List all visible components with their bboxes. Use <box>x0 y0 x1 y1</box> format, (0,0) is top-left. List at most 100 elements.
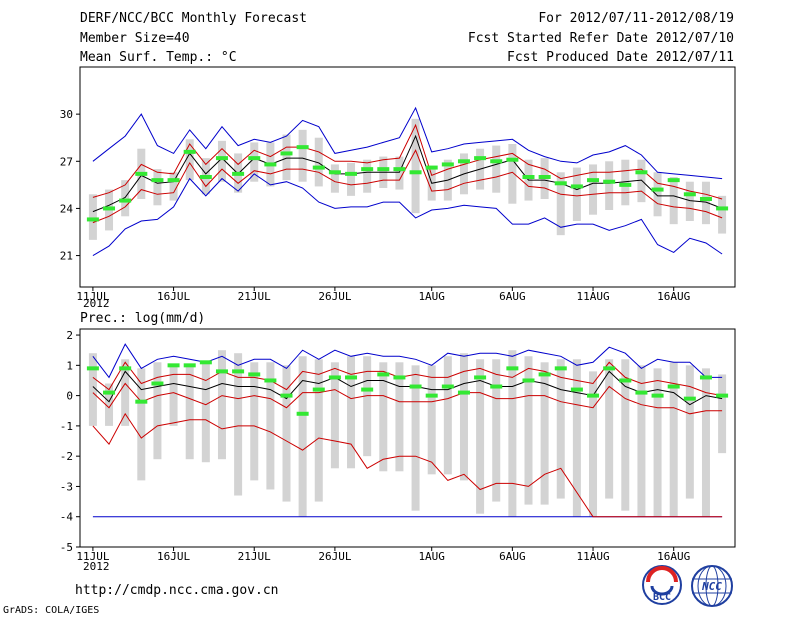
temp-spread-box <box>669 177 678 225</box>
prec-median-marker <box>312 387 325 392</box>
prec-spread-box <box>250 362 259 481</box>
prec-spread-box <box>459 353 468 481</box>
temperature-year-label: 2012 <box>83 297 110 310</box>
temperature-panel-title: Mean Surf. Temp.: °C <box>80 50 237 65</box>
prec-median-marker <box>441 384 454 389</box>
prec-median-marker <box>699 375 712 380</box>
prec-spread-box <box>282 365 291 502</box>
prec-median-marker <box>474 375 487 380</box>
temp-mean-line <box>92 134 723 213</box>
temp-max-line <box>92 106 723 180</box>
prec-y-tick-label: -1 <box>60 420 73 433</box>
temp-median-marker <box>425 165 438 170</box>
prec-median-marker <box>393 375 406 380</box>
temp-y-tick-label: 21 <box>60 250 73 263</box>
prec-median-marker <box>554 366 567 371</box>
prec-spread-box <box>685 365 694 499</box>
temp-median-marker <box>361 167 374 172</box>
temp-x-tick-label: 6AUG <box>499 290 526 303</box>
prec-spread-box <box>395 362 404 472</box>
prec-median-marker <box>538 372 551 377</box>
precipitation-panel-title: Prec.: log(mm/d) <box>80 311 205 326</box>
prec-y-tick-label: -3 <box>60 480 73 493</box>
temp-median-marker <box>86 217 99 222</box>
temp-y-tick-label: 27 <box>60 155 73 168</box>
temp-median-marker <box>635 170 648 175</box>
prec-lower-std-line <box>92 382 723 415</box>
prec-spread-box <box>153 362 162 460</box>
prec-spread-box <box>443 356 452 475</box>
temp-median-marker <box>651 187 664 192</box>
prec-y-tick-label: -2 <box>60 450 73 463</box>
temp-spread-box <box>427 167 436 201</box>
forecast-produced-date: Fcst Produced Date 2012/07/11 <box>507 50 734 65</box>
temp-median-marker <box>119 198 132 203</box>
prec-spread-box <box>201 362 210 463</box>
prec-median-marker <box>296 411 309 416</box>
temp-x-tick-label: 11JUL <box>76 290 109 303</box>
prec-median-marker <box>361 387 374 392</box>
temperature-plot-frame <box>79 66 736 288</box>
prec-spread-box <box>379 362 388 472</box>
prec-spread-box <box>524 356 533 505</box>
temp-median-marker <box>215 156 228 161</box>
temp-median-marker <box>183 149 196 154</box>
prec-median-marker <box>425 393 438 398</box>
prec-spread-box <box>572 359 581 517</box>
prec-median-marker <box>167 363 180 368</box>
temp-median-marker <box>441 162 454 167</box>
temp-x-tick-label: 16JUL <box>157 290 190 303</box>
prec-spread-box <box>217 350 226 460</box>
temp-median-marker <box>377 167 390 172</box>
temp-spread-box <box>637 159 646 203</box>
prec-spread-box <box>556 359 565 499</box>
prec-median-marker <box>345 375 358 380</box>
temp-median-marker <box>603 179 616 184</box>
source-url[interactable]: http://cmdp.ncc.cma.gov.cn <box>75 583 279 598</box>
temp-median-marker <box>312 165 325 170</box>
temp-median-marker <box>296 145 309 150</box>
temp-spread-box <box>605 161 614 210</box>
prec-spread-box <box>718 374 727 454</box>
prec-y-tick-label: -4 <box>60 511 74 524</box>
temp-spread-box <box>347 162 356 196</box>
temp-median-marker <box>135 171 148 176</box>
temp-spread-box <box>621 159 630 206</box>
prec-spread-box <box>121 359 130 426</box>
temp-median-marker <box>199 175 212 179</box>
temp-spread-box <box>282 134 291 181</box>
temp-median-marker <box>328 170 341 175</box>
prec-spread-box <box>653 368 662 517</box>
temp-median-marker <box>506 157 519 162</box>
temp-spread-box <box>314 137 323 187</box>
prec-spread-box <box>508 350 517 517</box>
prec-median-marker <box>151 381 164 386</box>
temp-median-marker <box>151 178 164 183</box>
prec-spread-box <box>169 365 178 426</box>
prec-median-marker <box>86 366 99 371</box>
prec-median-marker <box>587 393 600 398</box>
temp-median-marker <box>280 151 293 156</box>
temp-spread-box <box>88 194 97 240</box>
prec-median-marker <box>506 366 519 371</box>
temp-median-marker <box>570 184 583 189</box>
prec-spread-box <box>476 359 485 514</box>
temp-median-marker <box>474 156 487 161</box>
prec-spread-box <box>185 365 194 460</box>
temp-median-marker <box>699 197 712 201</box>
temp-median-marker <box>587 178 600 183</box>
prec-spread-box <box>411 365 420 511</box>
prec-median-marker <box>683 396 696 401</box>
prec-median-marker <box>651 393 664 398</box>
temp-median-marker <box>345 171 358 176</box>
temp-spread-box <box>153 169 162 206</box>
temp-spread-box <box>330 164 339 193</box>
temp-spread-box <box>556 172 565 236</box>
temp-spread-box <box>363 159 372 193</box>
prec-median-marker <box>280 393 293 398</box>
grads-credit: GrADS: COLA/IGES <box>3 605 99 616</box>
temp-spread-box <box>685 181 694 221</box>
prec-x-tick-label: 21JUL <box>238 550 271 563</box>
temp-y-tick-label: 24 <box>60 202 74 215</box>
prec-min-line <box>92 412 723 518</box>
